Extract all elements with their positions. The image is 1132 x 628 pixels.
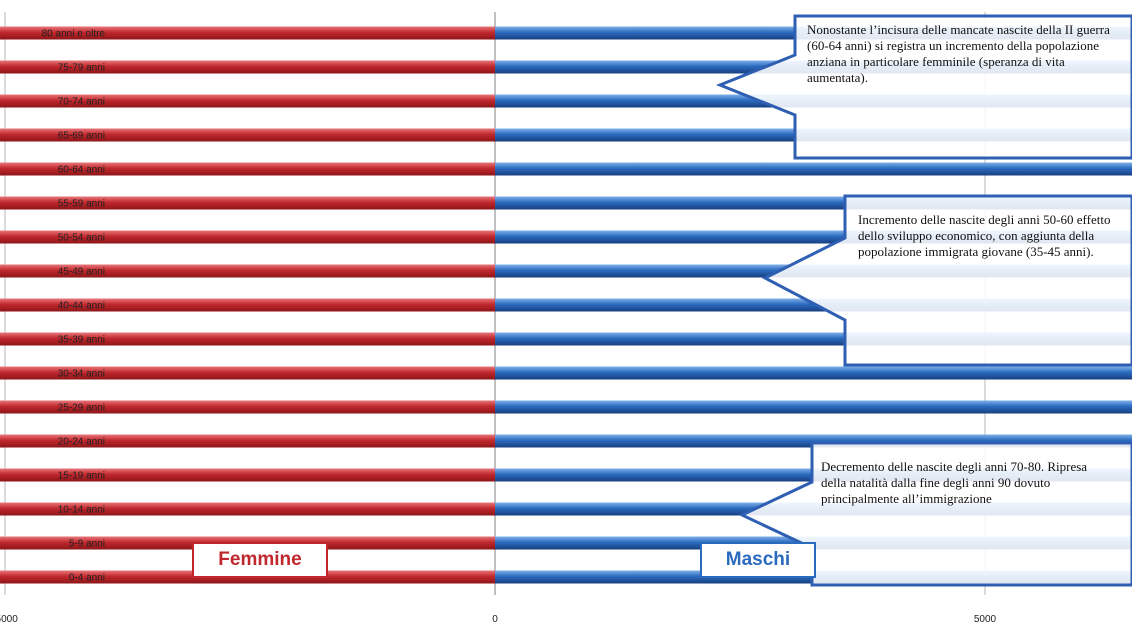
callout-text-1: Nonostante l’incisura delle mancate nasc… bbox=[807, 22, 1110, 85]
bar-maschi bbox=[495, 366, 1132, 380]
bar-femmine bbox=[0, 502, 496, 516]
y-category-label: 15-19 anni bbox=[58, 471, 105, 482]
x-tick-label: 0 bbox=[492, 614, 498, 625]
x-axis-labels: -20000-15000-10000-500005000100001500020… bbox=[0, 614, 997, 625]
y-category-label: 35-39 anni bbox=[58, 335, 105, 346]
y-category-label: 80 anni e oltre bbox=[42, 29, 106, 40]
bar-femmine bbox=[0, 298, 496, 312]
bar-femmine bbox=[0, 434, 496, 448]
legend-femmine: Femmine bbox=[192, 542, 328, 578]
bar-maschi bbox=[495, 162, 1132, 176]
bar-femmine bbox=[0, 332, 495, 346]
bar-femmine bbox=[0, 264, 495, 278]
bar-femmine bbox=[0, 400, 495, 414]
bar-femmine bbox=[0, 60, 495, 74]
bar-maschi bbox=[495, 400, 1132, 414]
y-category-label: 10-14 anni bbox=[58, 505, 105, 516]
bar-femmine bbox=[0, 366, 496, 380]
callout-arrow-1 bbox=[715, 14, 1132, 160]
bar-femmine bbox=[0, 26, 495, 40]
y-category-label: 60-64 anni bbox=[58, 165, 105, 176]
y-category-label: 20-24 anni bbox=[58, 437, 105, 448]
y-category-label: 65-69 anni bbox=[58, 131, 105, 142]
y-category-label: 40-44 anni bbox=[58, 301, 105, 312]
y-category-label: 5-9 anni bbox=[69, 539, 105, 550]
callout-arrow-2 bbox=[761, 194, 1132, 367]
callout-text-3: Decremento delle nascite degli anni 70-8… bbox=[821, 459, 1088, 506]
bar-femmine bbox=[0, 162, 495, 176]
x-tick-label: 5000 bbox=[974, 614, 997, 625]
y-category-label: 0-4 anni bbox=[69, 573, 105, 584]
y-category-label: 45-49 anni bbox=[58, 267, 105, 278]
y-category-label: 75-79 anni bbox=[58, 63, 105, 74]
y-category-label: 30-34 anni bbox=[58, 369, 105, 380]
bar-femmine bbox=[0, 468, 495, 482]
bar-femmine bbox=[0, 196, 495, 210]
y-axis-labels: 80 anni e oltre 75-79 anni 70-74 anni 65-69… bbox=[42, 29, 106, 584]
y-category-label: 55-59 anni bbox=[58, 199, 105, 210]
callout-arrows bbox=[715, 14, 1132, 587]
y-category-label: 25-29 anni bbox=[58, 403, 105, 414]
x-tick-label: -5000 bbox=[0, 614, 18, 625]
bar-femmine bbox=[0, 230, 496, 244]
y-category-label: 50-54 anni bbox=[58, 233, 105, 244]
callout-text-2: Incremento delle nascite degli anni 50-6… bbox=[858, 212, 1111, 259]
bar-femmine bbox=[0, 94, 496, 108]
legend-maschi: Maschi bbox=[700, 542, 816, 578]
y-category-label: 70-74 anni bbox=[58, 97, 105, 108]
bar-femmine bbox=[0, 128, 495, 142]
